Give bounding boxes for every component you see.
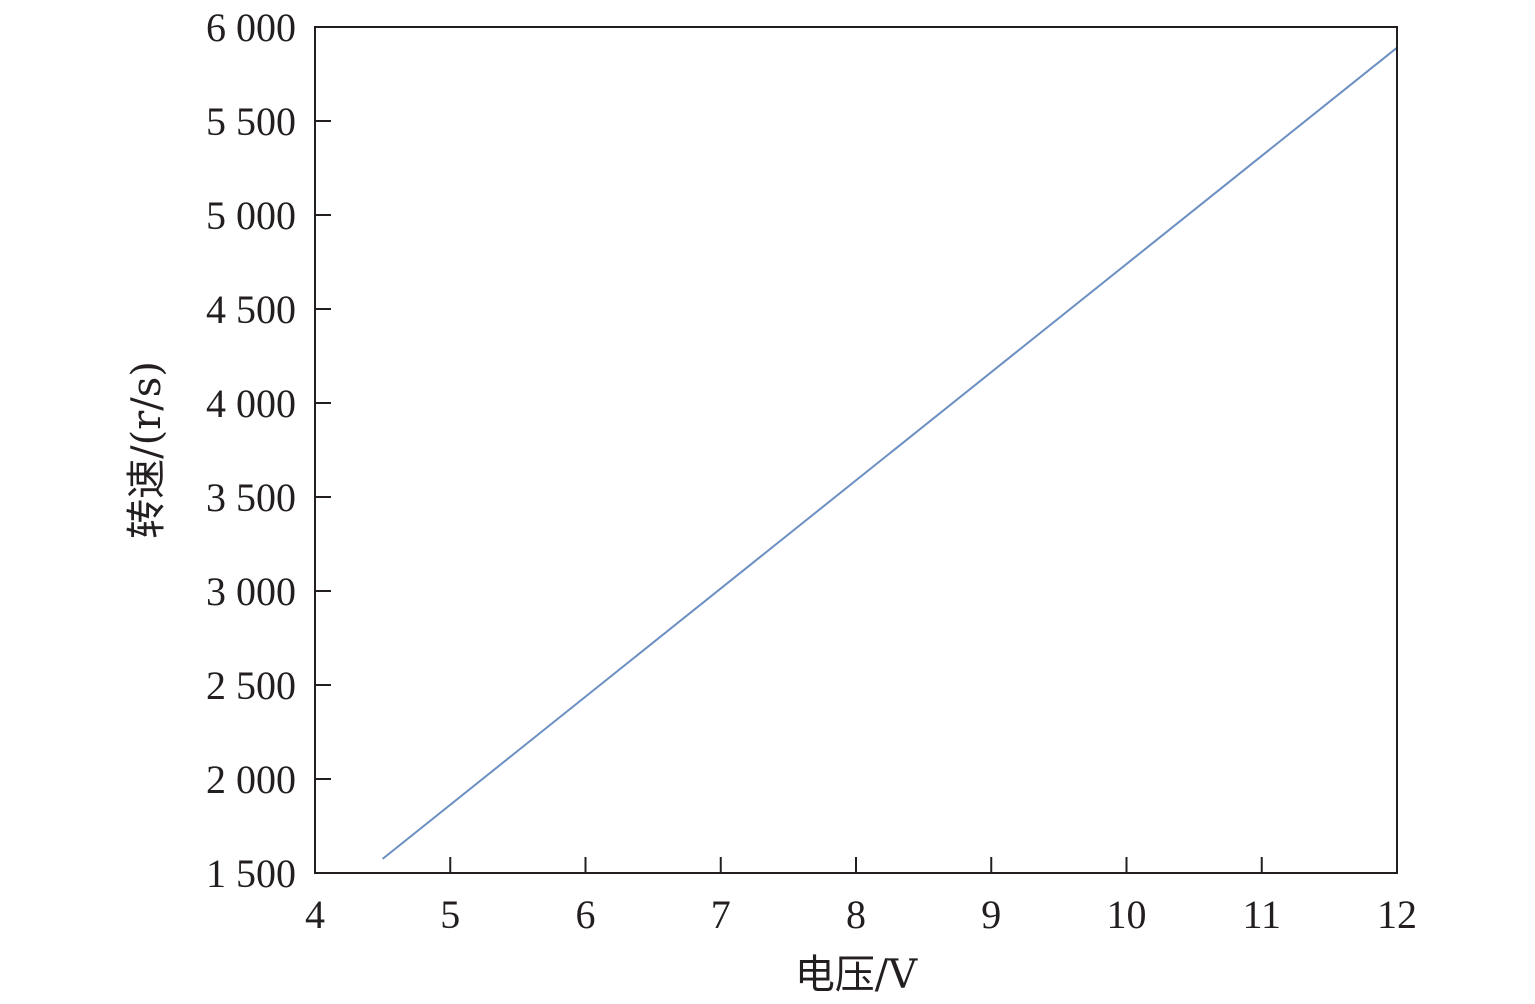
x-tick-label: 7 [711,892,731,937]
x-tick-label: 11 [1242,892,1281,937]
y-tick-label: 3 000 [206,569,296,614]
y-tick-label: 5 500 [206,99,296,144]
x-axis-label: 电压/V [795,952,918,998]
y-tick-label: 4 000 [206,381,296,426]
x-tick-label: 8 [846,892,866,937]
x-axis-ticks: 4 5 6 7 8 9 10 11 12 [305,857,1417,937]
x-tick-label: 9 [981,892,1001,937]
y-tick-label: 1 500 [206,851,296,896]
x-tick-label: 6 [576,892,596,937]
plot-frame [314,26,1398,874]
y-axis-ticks: 1 500 2 000 2 500 3 000 3 500 4 000 4 500 5 000… [206,5,331,896]
y-tick-label: 3 500 [206,475,296,520]
series-line [381,46,1398,860]
y-tick-label: 4 500 [206,287,296,332]
series-layer [381,46,1398,860]
x-tick-label: 12 [1377,892,1417,937]
y-axis-label: 转速/(r/s) [124,361,170,539]
y-tick-label: 2 500 [206,663,296,708]
y-tick-label: 2 000 [206,757,296,802]
x-tick-label: 10 [1107,892,1147,937]
y-tick-label: 6 000 [206,5,296,50]
y-tick-label: 5 000 [206,193,296,238]
x-tick-label: 4 [305,892,325,937]
x-tick-label: 5 [440,892,460,937]
